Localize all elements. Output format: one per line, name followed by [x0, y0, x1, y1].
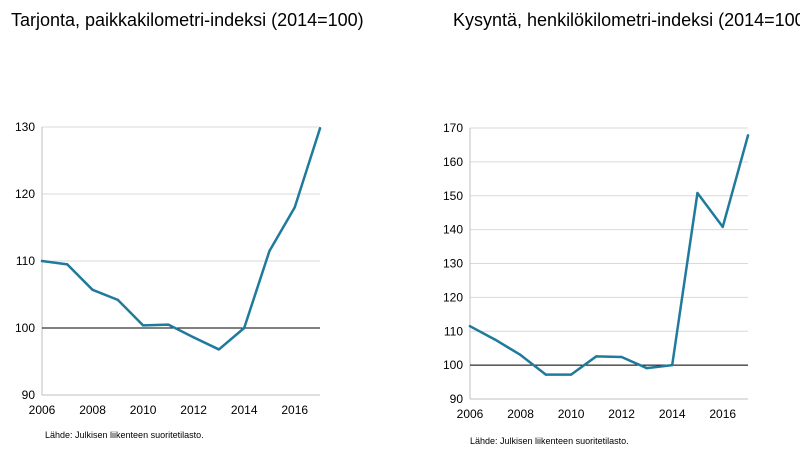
y-tick-label: 100	[443, 358, 463, 372]
y-tick-label: 90	[22, 388, 36, 402]
data-point	[721, 225, 724, 229]
x-tick-label: 2014	[659, 407, 686, 421]
x-tick-label: 2006	[457, 407, 484, 421]
data-point	[519, 353, 522, 357]
y-tick-label: 110	[444, 324, 463, 338]
data-point	[167, 323, 170, 326]
y-tick-label: 150	[443, 189, 463, 203]
supply-chart-panel: Tarjonta, paikkakilometri-indeksi (2014=…	[11, 10, 364, 440]
x-tick-label: 2012	[608, 407, 635, 421]
y-tick-label: 90	[450, 392, 464, 406]
chart-title: Kysyntä, henkilökilometri-indeksi (2014=…	[453, 10, 800, 30]
data-point	[116, 298, 120, 302]
y-tick-label: 120	[15, 187, 35, 201]
y-tick-label: 130	[443, 257, 463, 271]
series-line	[468, 134, 750, 376]
y-tick-label: 170	[443, 121, 463, 135]
data-point	[293, 206, 296, 209]
y-tick-label: 110	[16, 254, 35, 268]
supply-chart: 90 100 110 120 130 2006 2008 2010 2012 2014 2016	[15, 120, 322, 417]
x-tick-label: 2010	[558, 407, 585, 421]
x-tick-label: 2016	[281, 403, 308, 417]
data-point	[91, 288, 94, 292]
x-tick-label: 2010	[130, 403, 157, 417]
data-point	[242, 326, 246, 330]
data-point	[595, 355, 598, 358]
data-point	[569, 373, 573, 376]
y-tick-label: 120	[443, 290, 463, 304]
data-point	[544, 373, 548, 376]
y-tick-label: 160	[443, 155, 463, 169]
y-tick-label: 130	[15, 120, 35, 134]
x-tick-label: 2008	[79, 403, 106, 417]
x-tick-label: 2014	[231, 403, 258, 417]
data-point	[494, 338, 497, 341]
data-point	[318, 127, 322, 130]
x-tick-label: 2008	[507, 407, 534, 421]
data-point	[40, 259, 44, 263]
data-point	[192, 336, 195, 339]
data-point	[620, 355, 623, 359]
series-line	[40, 127, 322, 351]
source-note: Lähde: Julkisen liikenteen suoritetilast…	[470, 436, 629, 446]
y-tick-label: 140	[443, 223, 463, 237]
source-note: Lähde: Julkisen liikenteen suoritetilast…	[45, 430, 204, 440]
y-tick-label: 100	[15, 321, 35, 335]
data-point	[696, 191, 699, 195]
x-tick-label: 2012	[180, 403, 207, 417]
demand-chart-panel: Kysyntä, henkilökilometri-indeksi (2014=…	[400, 0, 800, 450]
data-point	[141, 324, 145, 327]
data-point	[468, 324, 472, 328]
data-point	[645, 366, 649, 370]
demand-chart: 90 100 110 120 130 140 150 160 170 2006 2008 2010 20…	[443, 121, 750, 421]
data-point	[217, 348, 221, 351]
x-tick-label: 2016	[709, 407, 736, 421]
data-point	[746, 134, 750, 137]
x-tick-label: 2006	[29, 403, 56, 417]
data-point	[268, 249, 271, 253]
data-point	[66, 263, 69, 266]
data-point	[670, 363, 674, 367]
chart-title: Tarjonta, paikkakilometri-indeksi (2014=…	[11, 10, 364, 30]
